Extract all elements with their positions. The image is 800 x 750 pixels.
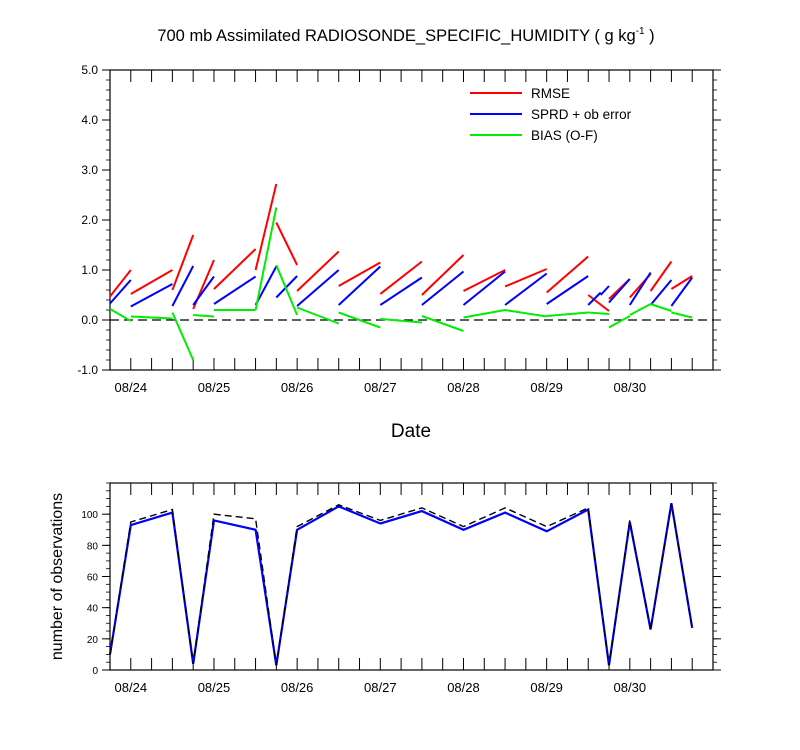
series-segment [670,275,693,290]
bottom-xtick-label: 08/28 [447,680,480,695]
series-rmse [109,183,693,312]
top-xtick-label: 08/27 [364,380,397,395]
series-sprd-ob-error [109,265,694,308]
top-xtick-label: 08/28 [447,380,480,395]
series-segment [171,234,195,291]
bottom-xtick-label: 08/26 [281,680,314,695]
series-segment [296,250,340,292]
series-segment [649,279,673,306]
series-segment [671,311,693,319]
series-segment [421,270,465,306]
top-xtick-label: 08/29 [530,380,563,395]
top-xtick-label: 08/30 [614,380,647,395]
series-segment [421,254,465,296]
bottom-ytick-label: 80 [87,541,99,552]
series-segment [463,309,506,319]
series-segment [275,275,298,299]
series-segment [254,183,278,271]
legend: RMSE SPRD + ob error BIAS (O-F) [470,86,632,143]
series-segment [608,278,631,304]
series-segment [130,283,173,308]
bottom-ytick-label: 60 [87,573,99,584]
top-ytick-label: 1.0 [81,263,98,277]
series-segment [587,294,610,312]
top-ytick-label: -1.0 [77,363,98,377]
series-segment [379,260,423,295]
series-segment [338,265,381,306]
series-segment [649,260,673,292]
bottom-xtick-label: 08/30 [614,680,647,695]
series-segment [504,309,547,318]
chart-title-superscript: -1 [636,26,645,37]
series-segment [254,207,278,311]
legend-label: SPRD + ob error [531,107,632,122]
series-segment [546,275,589,305]
top-ytick-label: 3.0 [81,163,98,177]
series-segment [421,315,464,332]
bottom-ytick-label: 40 [87,604,99,615]
chart-title: 700 mb Assimilated RADIOSONDE_SPECIFIC_H… [157,26,654,45]
series-segment [275,264,299,316]
top-ytick-label: 0.0 [81,313,98,327]
legend-label: RMSE [531,86,570,101]
series-segment [504,268,548,288]
series-segment [338,261,381,287]
series-segment [599,285,610,296]
top-xtick-label: 08/25 [198,380,231,395]
top-panel: 700 mb Assimilated RADIOSONDE_SPECIFIC_H… [77,26,721,442]
series-segment [213,275,257,305]
series-segment [109,308,132,322]
series-segment [193,314,215,318]
series-segment [192,275,215,306]
series-segment [296,306,340,325]
bottom-ytick-label: 0 [92,666,98,677]
series-used-observations [108,503,694,666]
series-segment [254,266,278,306]
series-segment [650,303,672,312]
series-segment [130,269,173,295]
series-segment [171,312,195,361]
x-axis-label: Date [391,421,431,442]
series-segment [213,248,257,290]
series-segment [171,265,195,307]
series-possible-observations [109,503,693,666]
bottom-xtick-label: 08/24 [115,680,148,695]
chart-title-main: 700 mb Assimilated RADIOSONDE_SPECIFIC_H… [157,27,635,45]
series-segment [546,311,589,317]
top-xtick-label: 08/26 [281,380,314,395]
bottom-xtick-label: 08/25 [198,680,231,695]
series-segment [588,311,610,315]
chart-title-end: ) [645,27,655,45]
bottom-ytick-label: 100 [81,510,98,521]
series-segment [338,311,381,329]
top-ytick-label: 4.0 [81,113,98,127]
series-segment [546,255,589,294]
series-segment [608,315,631,329]
series-segment [380,318,422,324]
bottom-xtick-label: 08/29 [530,680,563,695]
series-segment [463,269,506,292]
bottom-ytick-label: 20 [87,635,99,646]
top-ytick-label: 5.0 [81,63,98,77]
series-segment [109,279,132,305]
series-segment [670,276,694,307]
bottom-xtick-label: 08/27 [364,680,397,695]
series-segment [275,222,298,266]
series-segment [296,269,340,307]
y-axis-label: number of observations [49,493,66,660]
top-xtick-label: 08/24 [115,380,148,395]
series-segment [109,269,132,298]
series-segment [628,271,652,306]
series-segment [379,276,423,306]
series-segment [629,303,652,316]
series-segment [587,291,602,306]
bottom-panel: 100 80 60 40 20 0 08/24 08/25 08/26 08/27 08/28 08/… [49,482,721,695]
series-bias-o-f [109,207,693,361]
legend-label: BIAS (O-F) [531,128,598,143]
series-segment [130,315,173,320]
top-ytick-label: 2.0 [81,213,98,227]
series-segment [504,272,548,306]
series-segment [462,270,506,306]
